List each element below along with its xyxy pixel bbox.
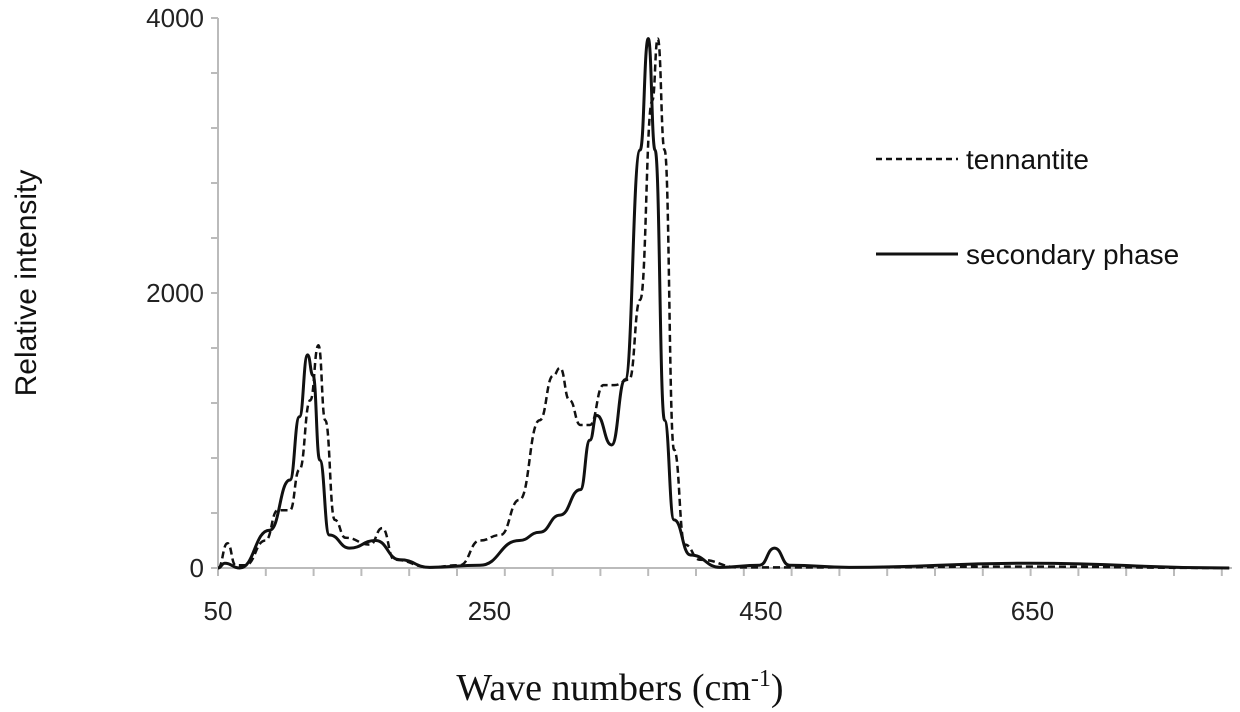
y-tick-label: 2000	[146, 278, 204, 308]
x-tick-label: 650	[1011, 596, 1054, 626]
y-axis-label: Relative intensity	[10, 170, 43, 397]
legend-label-tennantite: tennantite	[966, 144, 1089, 175]
series-line-tennantite	[217, 37, 1230, 570]
y-tick-label: 0	[190, 553, 204, 583]
x-tick-label: 250	[468, 596, 511, 626]
x-tick-label: 50	[204, 596, 233, 626]
y-tick-label: 4000	[146, 3, 204, 33]
legend: tennantite secondary phase	[876, 144, 1179, 270]
legend-label-secondary-phase: secondary phase	[966, 239, 1179, 270]
x-axis-label: Wave numbers (cm-1)	[456, 666, 783, 709]
series-line-secondary-phase	[217, 37, 1230, 570]
x-tick-label: 450	[739, 596, 782, 626]
